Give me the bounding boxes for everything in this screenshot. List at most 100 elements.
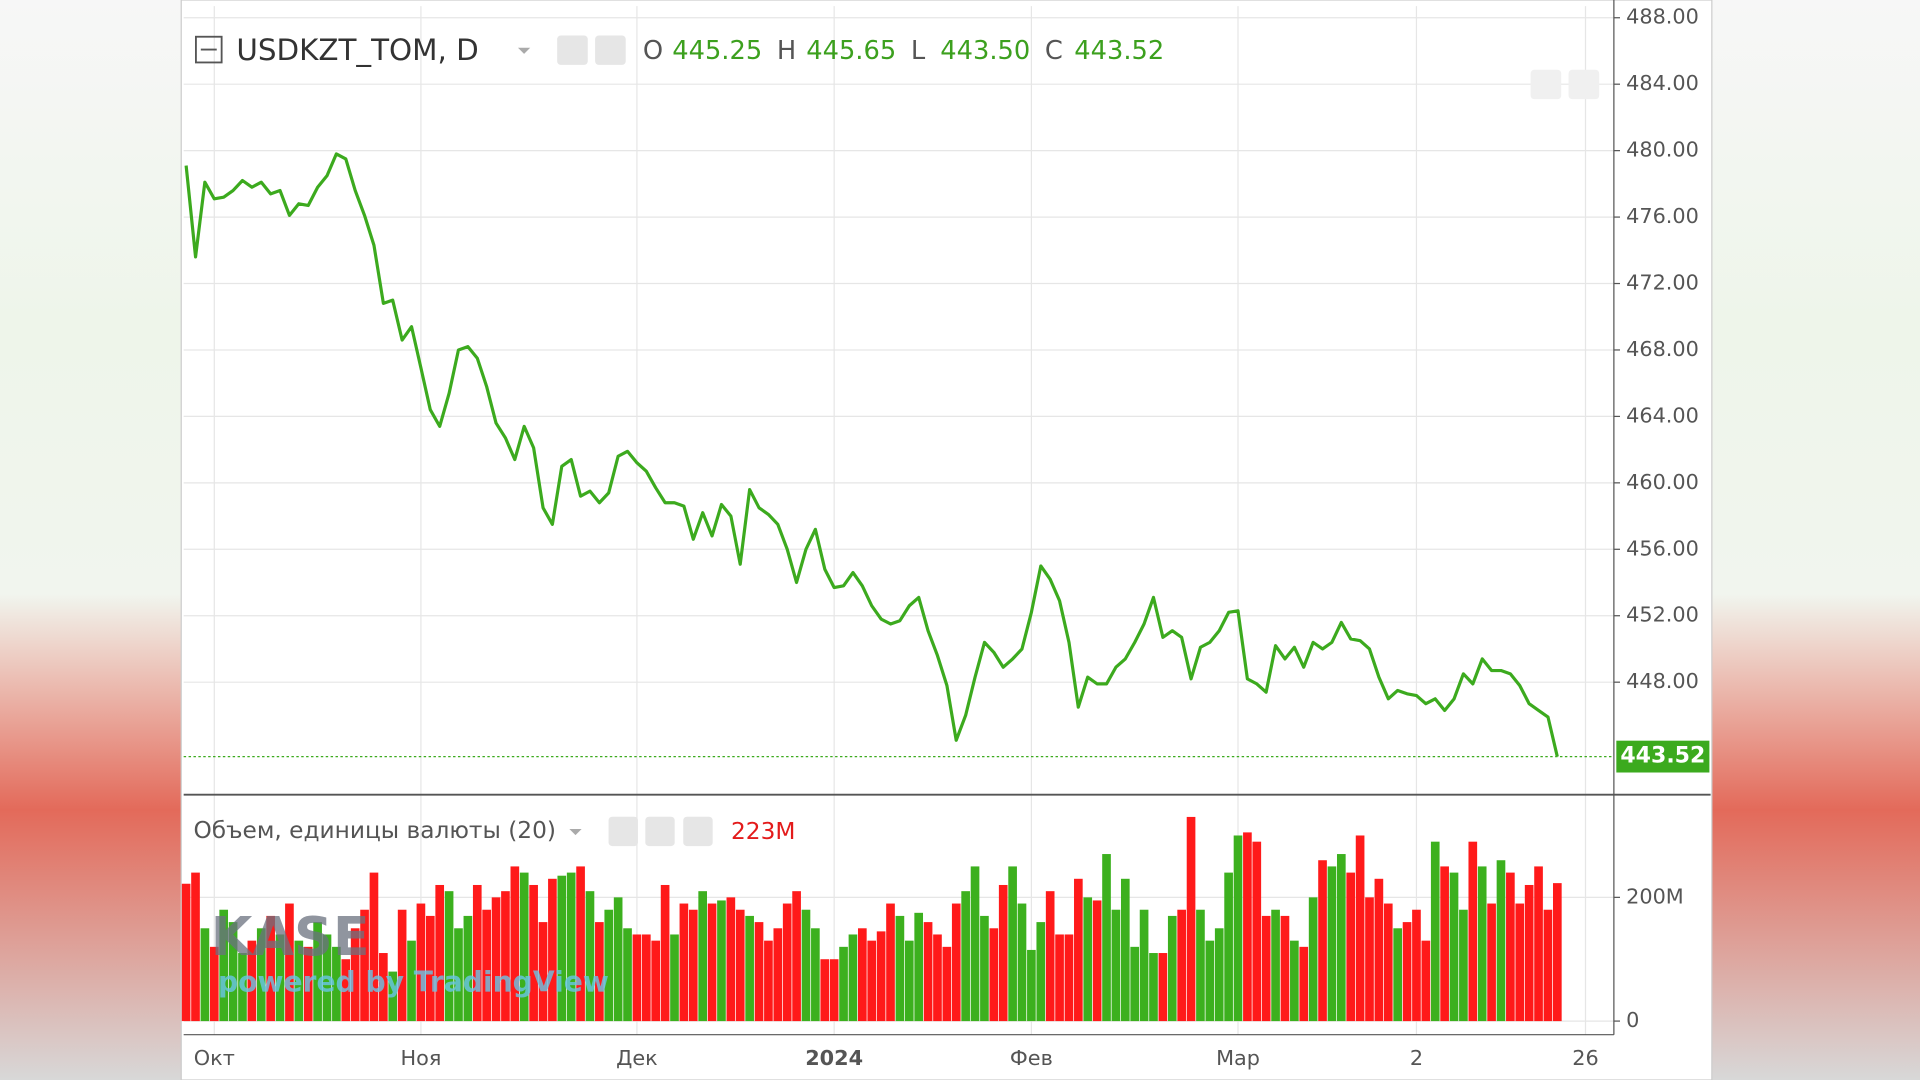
volume-bar [1205,940,1215,1022]
remove-button[interactable] [683,816,713,847]
volume-bar [942,946,952,1022]
volume-bar [895,915,905,1022]
volume-bar [1074,878,1083,1022]
volume-bar [623,928,632,1022]
volume-bar [1045,891,1055,1022]
volume-bar [933,934,942,1022]
volume-bar [717,900,726,1022]
volume-bar [519,872,529,1022]
x-tick-label: 2 [1410,1046,1423,1070]
volume-bar [491,897,501,1022]
volume-bar [595,922,604,1022]
y-tick-label: 480.00 [1626,138,1699,162]
volume-bar [510,866,520,1022]
volume-bar [1196,909,1205,1022]
volume-bar [322,934,332,1022]
volume-bar [745,915,754,1022]
volume-bar [200,928,210,1022]
volume-bar [350,928,360,1022]
background-right [1711,0,1920,1080]
volume-bar [219,909,229,1022]
volume-bar [1459,909,1468,1022]
volume-bar [397,909,407,1022]
volume-bar [482,909,491,1022]
settings-button[interactable] [595,35,626,65]
volume-bar [904,940,914,1022]
x-tick-label: Окт [194,1046,235,1070]
volume-bar [1299,946,1309,1022]
volume-bar [566,872,576,1022]
volume-bar [923,922,933,1022]
volume-bar [1120,878,1130,1022]
volume-bar [632,934,642,1022]
volume-bar [1524,884,1534,1022]
volume-bar [191,872,200,1022]
scroll-button[interactable] [1530,69,1562,100]
volume-bar [1355,835,1365,1022]
ohlc-label: C [1045,36,1063,66]
settings-button[interactable] [645,816,675,847]
last-price-tag [1616,740,1710,773]
volume-bar [228,922,238,1022]
volume-bar [1158,953,1168,1022]
volume-bar [1252,841,1262,1022]
volume-bar [576,866,585,1022]
volume-bar [1055,934,1064,1022]
ohlc-label: H [777,36,796,66]
volume-bar [792,891,801,1022]
marks: Окт Ноя Дек 2024 Фев Мар 2 26 488.00 484.00 480.00… [181,5,1710,1070]
background-left [0,0,182,1080]
volume-bar [735,909,745,1022]
volume-bar [1506,872,1515,1022]
volume-bar [1393,928,1402,1022]
volume-bar [820,959,830,1022]
volume-bar [1383,903,1393,1022]
volume-bar [839,946,848,1022]
volume-bar [529,884,538,1022]
volume-bar [1449,872,1459,1022]
volume-bar [1224,872,1233,1022]
dropdown-arrow[interactable] [517,47,531,54]
series-title: USDKZT_TOM, D [236,33,479,67]
volume-bar [444,891,454,1022]
x-tick-label: Фев [1010,1046,1053,1070]
visibility-button[interactable] [608,816,638,847]
volume-bar [782,903,792,1022]
ohlc-value: 445.65 [806,36,896,66]
y-tick-label: 484.00 [1626,71,1699,95]
volume-bar [1102,854,1111,1022]
volume-bar [613,897,623,1022]
volume-bar [764,940,773,1022]
volume-bar [209,946,219,1022]
watermark-text: powered by TradingView [218,965,609,998]
volume-bar [1290,940,1299,1022]
dropdown-arrow[interactable] [569,828,582,836]
volume-bar [548,878,557,1022]
volume-bar [670,934,679,1022]
volume-bar [1496,860,1506,1022]
scroll-button[interactable] [1568,69,1600,100]
volume-bar [998,884,1008,1022]
volume-bar [1261,915,1271,1022]
volume-bar [651,940,661,1022]
volume-bar [1421,940,1431,1022]
volume-bar [754,922,764,1022]
volume-bar [472,884,482,1022]
volume-bar [679,903,689,1022]
x-tick-label: 2024 [805,1046,863,1070]
volume-bar [1280,915,1290,1022]
volume-bar [1186,816,1196,1022]
volume-bar [1374,878,1384,1022]
visibility-button[interactable] [557,35,588,65]
y-tick-label: 448.00 [1626,669,1699,693]
volume-bar [1233,835,1243,1022]
volume-bar [1111,909,1121,1022]
collapse-button[interactable] [195,35,223,64]
volume-bar [1308,897,1318,1022]
volume-bar [463,915,473,1022]
volume-bar [698,891,708,1022]
volume-bar [1468,841,1478,1022]
volume-bar [303,946,313,1022]
volume-bar [435,884,445,1022]
